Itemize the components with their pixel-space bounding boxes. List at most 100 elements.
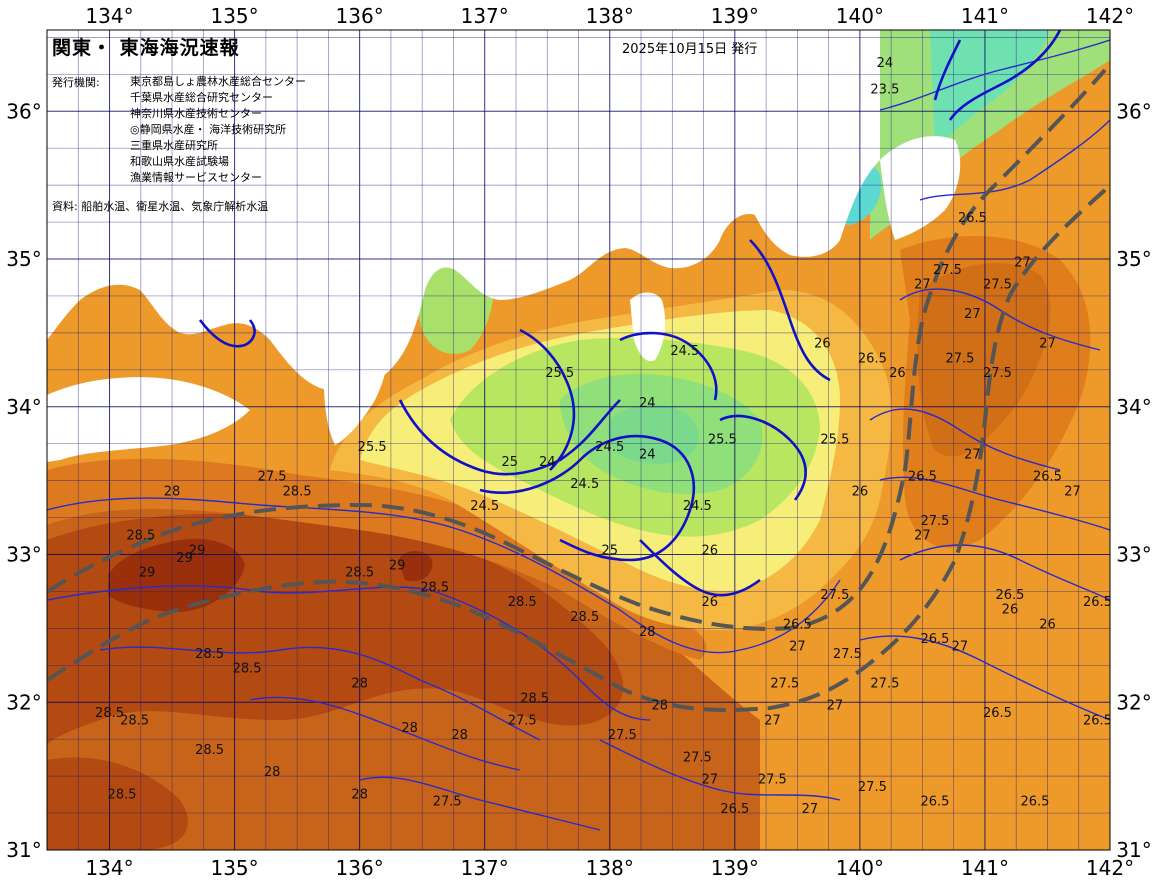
isotherm-value-label: 27.5 bbox=[683, 750, 712, 765]
latitude-tick-label: 32° bbox=[1116, 690, 1151, 714]
isotherm-value-label: 26 bbox=[1039, 617, 1056, 632]
isotherm-value-label: 27.5 bbox=[508, 713, 537, 728]
isotherm-value-label: 26.5 bbox=[1033, 470, 1062, 485]
isotherm-value-label: 27 bbox=[1039, 337, 1056, 352]
longitude-tick-label: 135° bbox=[210, 856, 258, 880]
kuroshio-front-lines bbox=[47, 68, 1107, 712]
isotherm-value-label: 28.5 bbox=[95, 706, 124, 721]
isotherm-value-label: 28 bbox=[351, 787, 368, 802]
isotherm-value-label: 26.5 bbox=[920, 632, 949, 647]
isotherm-value-label: 27.5 bbox=[920, 514, 949, 529]
data-source: 資料: 船舶水温、衛星水温、気象庁解析水温 bbox=[52, 200, 269, 213]
isotherm-value-label: 27.5 bbox=[983, 278, 1012, 293]
isotherm-value-label: 27.5 bbox=[833, 647, 862, 662]
isotherm-value-label: 26 bbox=[702, 595, 719, 610]
isotherm-value-label: 24 bbox=[639, 447, 656, 462]
isotherm-value-label: 27 bbox=[914, 278, 931, 293]
isotherm-value-label: 27.5 bbox=[433, 795, 462, 810]
isotherm-value-label: 26.5 bbox=[920, 795, 949, 810]
latitude-tick-label: 31° bbox=[6, 838, 41, 862]
latitude-tick-label: 33° bbox=[1116, 543, 1151, 567]
isotherm-value-label: 26.5 bbox=[1083, 713, 1112, 728]
isotherm-value-label: 26.5 bbox=[783, 617, 812, 632]
sst-zone-28-shelf bbox=[47, 458, 707, 660]
longitude-tick-label: 141° bbox=[961, 856, 1009, 880]
isotherm-value-label: 27.5 bbox=[945, 351, 974, 366]
isotherm-value-label: 24.5 bbox=[595, 440, 624, 455]
isotherm-value-label: 28 bbox=[652, 699, 669, 714]
isotherm-value-label: 26.5 bbox=[995, 588, 1024, 603]
isotherm-value-label: 26 bbox=[889, 366, 906, 381]
isotherm-value-label: 25.5 bbox=[820, 433, 849, 448]
isotherm-value-label: 29 bbox=[389, 558, 406, 573]
isotherm-value-label: 24.5 bbox=[670, 344, 699, 359]
isotherm-value-label: 28 bbox=[451, 728, 468, 743]
longitude-tick-label: 141° bbox=[961, 4, 1009, 28]
sst-zone-29 bbox=[108, 538, 245, 612]
isotherm-value-label: 27 bbox=[764, 713, 781, 728]
isotherm-value-label: 27.5 bbox=[983, 366, 1012, 381]
isotherm-value-label: 28.5 bbox=[126, 529, 155, 544]
isotherm-value-label: 27.5 bbox=[758, 773, 787, 788]
longitude-tick-label: 142° bbox=[1086, 4, 1134, 28]
isotherm-value-label: 29 bbox=[139, 566, 156, 581]
isotherm-value-label: 24 bbox=[639, 396, 656, 411]
lat-lon-grid bbox=[47, 30, 1110, 850]
organization-item: 東京都島しょ農林水産総合センター bbox=[130, 75, 306, 88]
isotherm-value-label: 27 bbox=[827, 699, 844, 714]
isotherm-value-label: 29 bbox=[189, 544, 206, 559]
isotherm-value-label: 28 bbox=[264, 765, 281, 780]
longitude-tick-label: 137° bbox=[461, 856, 509, 880]
isotherm-value-label: 27 bbox=[802, 802, 819, 817]
isotherm-value-label: 26 bbox=[702, 544, 719, 559]
latitude-axis-left: 36° 35° 34° 33° 32° 31° bbox=[6, 99, 41, 862]
organizations-list: 東京都島しょ農林水産総合センター 千葉県水産総合研究センター 神奈川県水産技術セ… bbox=[130, 74, 306, 186]
isotherm-value-label: 25.5 bbox=[708, 433, 737, 448]
isotherm-value-label: 27 bbox=[1014, 255, 1031, 270]
longitude-tick-label: 134° bbox=[85, 4, 133, 28]
isotherm-value-label: 28.5 bbox=[233, 662, 262, 677]
issue-date: 2025年10月15日 発行 bbox=[622, 42, 758, 57]
isotherm-value-label: 26.5 bbox=[958, 211, 987, 226]
isotherm-value-label: 26.5 bbox=[983, 706, 1012, 721]
longitude-tick-label: 142° bbox=[1086, 856, 1134, 880]
isotherm-value-label: 28.5 bbox=[195, 743, 224, 758]
isotherm-value-label: 27 bbox=[914, 529, 931, 544]
organization-item: 千葉県水産総合研究センター bbox=[130, 91, 273, 104]
isotherm-value-label: 28.5 bbox=[345, 566, 374, 581]
longitude-tick-label: 139° bbox=[711, 856, 759, 880]
sst-zone-29-b bbox=[398, 551, 433, 582]
isotherm-value-label: 26.5 bbox=[720, 802, 749, 817]
isotherm-value-label: 28 bbox=[351, 676, 368, 691]
longitude-tick-label: 138° bbox=[586, 4, 634, 28]
isotherm-value-label: 28 bbox=[164, 484, 181, 499]
isotherm-value-label: 27.5 bbox=[870, 676, 899, 691]
isotherm-value-label: 27 bbox=[964, 447, 981, 462]
latitude-tick-label: 35° bbox=[6, 247, 41, 271]
isotherm-value-label: 28.5 bbox=[108, 787, 137, 802]
isotherm-value-label: 24 bbox=[877, 56, 894, 71]
isotherm-value-label: 28.5 bbox=[520, 691, 549, 706]
latitude-tick-label: 34° bbox=[1116, 395, 1151, 419]
longitude-tick-label: 134° bbox=[85, 856, 133, 880]
isotherm-value-label: 26 bbox=[814, 337, 831, 352]
isotherm-value-label: 26 bbox=[1002, 603, 1019, 618]
latitude-tick-label: 36° bbox=[6, 99, 41, 123]
isotherm-value-label: 28.5 bbox=[570, 610, 599, 625]
isotherm-value-label: 27.5 bbox=[820, 588, 849, 603]
isotherm-value-label: 26.5 bbox=[1083, 595, 1112, 610]
isotherm-value-label: 28 bbox=[401, 721, 418, 736]
latitude-tick-label: 35° bbox=[1116, 247, 1151, 271]
land-shikoku bbox=[47, 377, 250, 462]
longitude-tick-label: 137° bbox=[461, 4, 509, 28]
isotherm-value-label: 28 bbox=[639, 625, 656, 640]
latitude-tick-label: 34° bbox=[6, 395, 41, 419]
longitude-tick-label: 140° bbox=[836, 856, 884, 880]
organization-item: ◎静岡県水産・ 海洋技術研究所 bbox=[130, 123, 287, 136]
isotherm-value-label: 24.5 bbox=[470, 499, 499, 514]
isotherm-value-label: 25.5 bbox=[358, 440, 387, 455]
organization-item: 神奈川県水産技術センター bbox=[130, 107, 262, 120]
isotherm-value-label: 28.5 bbox=[120, 713, 149, 728]
